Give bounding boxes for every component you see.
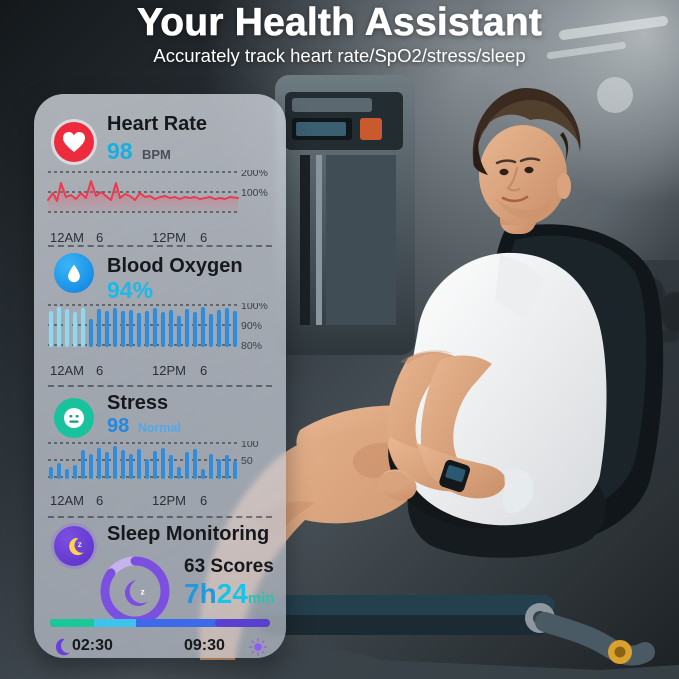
svg-text:200%: 200%	[241, 170, 268, 179]
svg-text:50: 50	[241, 455, 253, 467]
svg-text:80%: 80%	[241, 340, 262, 352]
svg-text:100%: 100%	[241, 187, 268, 199]
svg-text:100%: 100%	[241, 303, 268, 312]
svg-text:90%: 90%	[241, 320, 262, 332]
svg-text:Z: Z	[77, 541, 81, 548]
svg-text:z: z	[141, 587, 145, 597]
svg-text:100: 100	[241, 441, 259, 450]
